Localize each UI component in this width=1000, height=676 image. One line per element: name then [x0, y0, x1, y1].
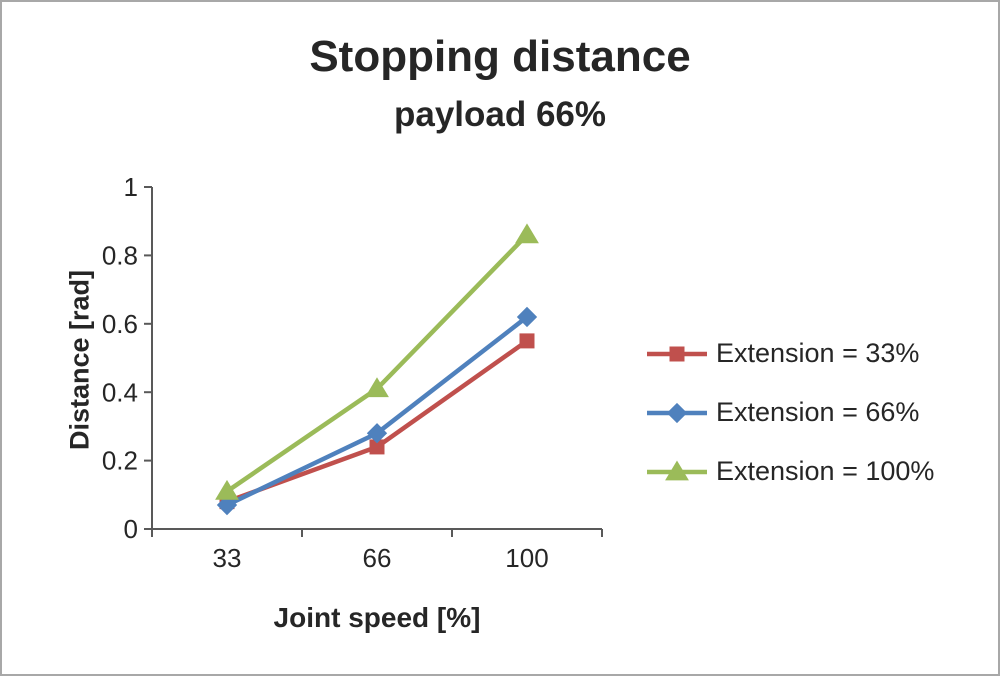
y-tick-label: 0.8	[102, 241, 138, 271]
diamond-marker	[216, 494, 238, 516]
x-tick-label: 100	[505, 543, 548, 573]
series-line	[226, 315, 529, 508]
triangle-marker	[365, 377, 389, 398]
y-tick-label: 0.6	[102, 309, 138, 339]
triangle-marker	[515, 223, 539, 244]
plot-area: 0 0.2 0.4 0.6 0.8 1 33 66 100	[102, 172, 603, 573]
legend-item: Extension = 66%	[646, 397, 934, 428]
chart-title: Stopping distance	[309, 32, 691, 81]
series-line	[226, 339, 529, 504]
x-axis-title: Joint speed [%]	[273, 602, 481, 633]
y-tick-label: 0	[124, 514, 138, 544]
triangle-marker	[215, 479, 239, 500]
square-marker	[669, 346, 685, 361]
legend-item: Extension = 100%	[646, 456, 934, 487]
x-tick-label: 33	[213, 543, 242, 573]
legend-label: Extension = 33%	[716, 338, 920, 368]
x-tick-label: 66	[363, 543, 392, 573]
legend-key-icon	[647, 460, 707, 480]
legend-item: Extension = 33%	[646, 338, 934, 369]
legend-label: Extension = 100%	[716, 456, 935, 486]
square-marker	[519, 333, 535, 349]
y-tick-label: 0.2	[102, 446, 138, 476]
diamond-marker	[366, 423, 388, 444]
legend-key-icon	[647, 346, 707, 361]
legend-label: Extension = 66%	[716, 397, 920, 427]
y-tick-label: 0.4	[102, 377, 138, 407]
legend-key-icon	[647, 402, 707, 423]
chart-subtitle: payload 66%	[393, 95, 607, 134]
y-tick-label: 1	[124, 172, 138, 202]
diamond-marker	[666, 402, 688, 423]
legend: Extension = 33% Extension = 66% Extension …	[646, 338, 934, 487]
diamond-marker	[516, 306, 538, 328]
triangle-marker	[665, 460, 689, 480]
